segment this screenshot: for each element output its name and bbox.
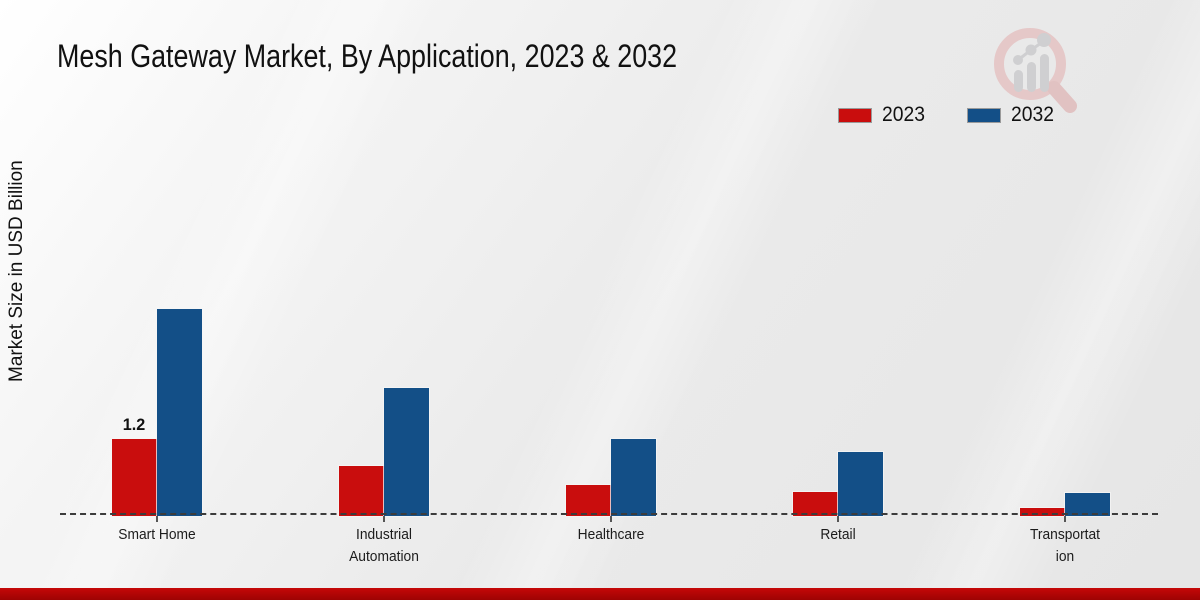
- category-label-retail: Retail: [820, 526, 856, 543]
- category-label-industrial-automation: Industrial Automation: [348, 526, 419, 565]
- legend-item-2032: 2032: [966, 103, 1058, 127]
- data-label-2023-smart-home: 1.2: [122, 415, 146, 434]
- legend-label-2023: 2023: [882, 103, 925, 126]
- x-axis-tick-retail: [837, 516, 840, 522]
- footer-accent-bar: [0, 588, 1200, 600]
- category-label-healthcare: Healthcare: [577, 526, 645, 543]
- legend-label-2032: 2032: [1010, 103, 1054, 126]
- legend-swatch-2032: [966, 107, 1001, 123]
- chart-title: Mesh Gateway Market, By Application, 202…: [57, 38, 678, 74]
- bar-2023-industrial-automation: [338, 466, 384, 516]
- x-axis-baseline: [60, 513, 1158, 515]
- bar-2023-transportation: [1020, 508, 1066, 516]
- bar-2023-retail: [793, 492, 839, 516]
- legend-item-2023: 2023: [838, 103, 929, 127]
- x-axis-tick-healthcare: [609, 516, 612, 522]
- legend: 2023 2032: [838, 103, 1057, 127]
- magnifier-trend-chart-logo-icon: [994, 28, 1077, 113]
- legend-swatch-2023: [838, 107, 872, 123]
- category-label-transportation: Transportat ion: [1030, 526, 1101, 565]
- bar-2032-retail: [838, 452, 884, 516]
- x-axis-tick-transportation: [1064, 516, 1067, 522]
- category-label-smart-home: Smart Home: [117, 526, 196, 543]
- bar-2032-smart-home: [156, 309, 202, 516]
- x-axis-tick-industrial-automation: [382, 516, 385, 522]
- bar-2023-smart-home: [111, 439, 157, 516]
- x-axis-tick-smart-home: [155, 516, 158, 522]
- bar-2023-healthcare: [565, 485, 611, 516]
- bar-2032-transportation: [1065, 493, 1111, 516]
- y-axis-label: Market Size in USD Billion: [6, 160, 27, 382]
- bar-2032-industrial-automation: [383, 388, 429, 516]
- bar-2032-healthcare: [610, 439, 656, 516]
